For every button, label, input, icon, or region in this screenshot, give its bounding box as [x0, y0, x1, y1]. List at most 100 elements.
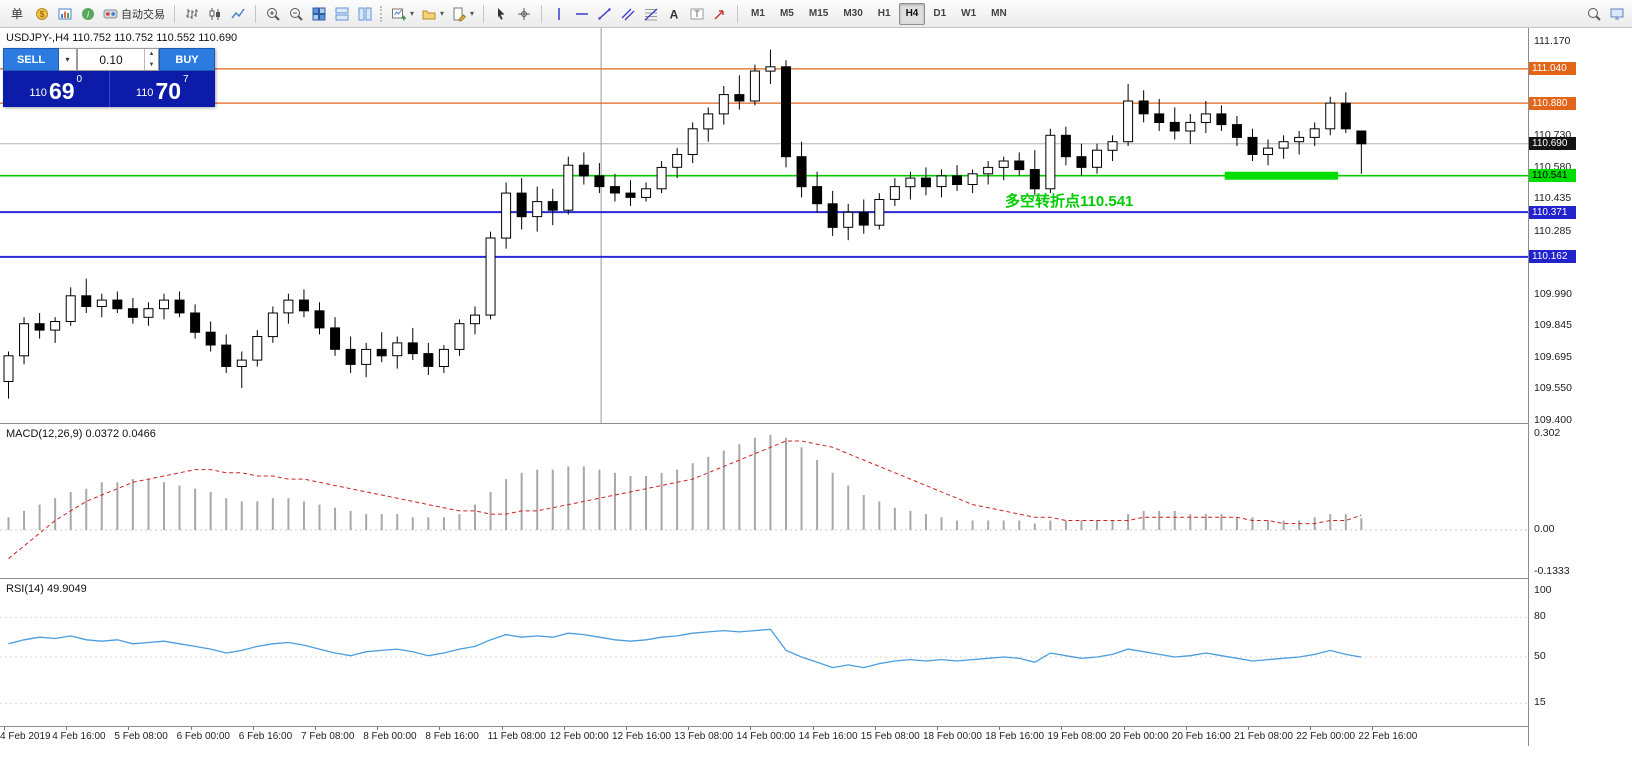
- price-axis-tick: 111.170: [1534, 35, 1571, 48]
- volume-down-icon[interactable]: ▼: [148, 61, 155, 68]
- search-icon: [1586, 6, 1602, 22]
- cursor-icon[interactable]: [490, 3, 512, 25]
- chart-annotation-text[interactable]: 多空转折点110.541: [1005, 193, 1134, 210]
- zoom-in-icon[interactable]: [262, 3, 284, 25]
- macd-chart[interactable]: [0, 424, 1528, 579]
- price-axis-tick: 109.845: [1534, 318, 1572, 331]
- time-axis-tick: [501, 727, 503, 730]
- sell-price-pips: 69: [48, 78, 75, 104]
- price-badge: 110.880: [1529, 96, 1576, 110]
- new-order-icon: $: [34, 6, 50, 22]
- chevron-down-icon: ▾: [470, 9, 475, 18]
- text-label-icon: T: [689, 6, 705, 22]
- timeframe-m5-button[interactable]: M5: [773, 3, 801, 25]
- templates-icon: [451, 6, 467, 22]
- time-axis-tick: [190, 727, 192, 730]
- price-axis-tick: 109.990: [1534, 287, 1572, 300]
- price-axis-tick: 110.285: [1534, 224, 1572, 237]
- time-label: 8 Feb 00:00: [363, 731, 417, 742]
- time-axis-tick: [937, 727, 938, 730]
- text-label-icon[interactable]: T: [686, 3, 708, 25]
- market-watch-icon[interactable]: i: [77, 3, 99, 25]
- time-label: 8 Feb 16:00: [425, 731, 479, 742]
- timeframe-m1-button[interactable]: M1: [744, 3, 772, 25]
- buy-price[interactable]: 110 70 7: [108, 71, 216, 107]
- sell-price[interactable]: 110 69 0: [3, 71, 109, 107]
- rsi-axis-tick: 80: [1534, 610, 1546, 623]
- candlestick-chart-icon[interactable]: [204, 3, 226, 25]
- crosshair-icon[interactable]: [513, 3, 535, 25]
- time-label: 12 Feb 00:00: [549, 731, 609, 742]
- templates-icon[interactable]: ▾: [448, 3, 477, 25]
- timeframe-mn-button[interactable]: MN: [984, 3, 1014, 25]
- price-badge: 110.162: [1529, 250, 1576, 264]
- rsi-pane[interactable]: RSI(14) 49.9049: [0, 578, 1528, 726]
- volume-up-icon[interactable]: ▲: [148, 51, 155, 58]
- time-label: 22 Feb 00:00: [1296, 731, 1356, 742]
- volume-dropdown[interactable]: ▾: [59, 48, 77, 71]
- price-chart-pane[interactable]: USDJPY-,H4 110.752 110.752 110.552 110.6…: [0, 28, 1528, 423]
- price-axis-tick: 109.400: [1534, 414, 1572, 426]
- autotrading-icon: [103, 6, 119, 22]
- trendline-icon[interactable]: [594, 3, 616, 25]
- new-chart-icon[interactable]: ▾: [388, 3, 417, 25]
- time-label: 21 Feb 08:00: [1234, 731, 1293, 742]
- sell-button[interactable]: SELL: [3, 48, 59, 71]
- equidistant-channel-icon[interactable]: [617, 3, 639, 25]
- tile-windows-icon[interactable]: [308, 3, 330, 25]
- rsi-chart[interactable]: [0, 579, 1528, 727]
- arrows-icon[interactable]: [709, 3, 731, 25]
- tile-windows-icon: [311, 6, 327, 22]
- time-axis-tick: [1310, 727, 1312, 730]
- search-icon[interactable]: [1583, 3, 1605, 25]
- time-axis-tick: [999, 727, 1001, 730]
- cursor-icon: [493, 6, 509, 22]
- chart-window-icon[interactable]: [54, 3, 76, 25]
- time-axis-tick: [1061, 727, 1063, 730]
- timeframe-m15-button[interactable]: M15: [802, 3, 835, 25]
- line-chart-icon[interactable]: [227, 3, 249, 25]
- autotrading-button[interactable]: 自动交易: [100, 3, 168, 25]
- vertical-line-icon: [551, 6, 567, 22]
- volume-stepper[interactable]: ▲ ▼: [144, 49, 158, 70]
- fibonacci-icon[interactable]: [640, 3, 662, 25]
- arrange-horizontal-icon[interactable]: [331, 3, 353, 25]
- price-axis-tick: 109.695: [1534, 350, 1572, 363]
- timeframe-m30-button[interactable]: M30: [836, 3, 869, 25]
- timeframe-w1-button[interactable]: W1: [954, 3, 983, 25]
- new-order-icon[interactable]: $: [31, 3, 53, 25]
- arrange-vertical-icon: [357, 6, 373, 22]
- timeframe-h4-button[interactable]: H4: [898, 2, 926, 25]
- volume-input[interactable]: 0.10 ▲ ▼: [77, 48, 159, 71]
- trendline-icon: [597, 6, 613, 22]
- price-badge: 110.371: [1529, 205, 1576, 219]
- text-icon[interactable]: A: [663, 3, 685, 25]
- timeframe-h1-button[interactable]: H1: [871, 3, 898, 25]
- time-label: 19 Feb 08:00: [1047, 731, 1107, 742]
- vertical-line-icon[interactable]: [548, 3, 570, 25]
- time-axis-tick: [1372, 727, 1374, 730]
- toolbar-grip: [380, 5, 384, 22]
- workspace-icon[interactable]: [1606, 3, 1628, 25]
- macd-axis-tick: -0.1333: [1534, 565, 1570, 578]
- time-label: 18 Feb 00:00: [923, 731, 982, 742]
- horizontal-line-icon[interactable]: [571, 3, 593, 25]
- arrange-vertical-icon[interactable]: [354, 3, 376, 25]
- bar-chart-icon[interactable]: [181, 3, 203, 25]
- volume-value[interactable]: 0.10: [99, 52, 123, 67]
- ohlc-label: USDJPY-,H4 110.752 110.752 110.552 110.6…: [6, 32, 238, 44]
- macd-pane[interactable]: MACD(12,26,9) 0.0372 0.0466: [0, 423, 1528, 578]
- zoom-out-icon[interactable]: [285, 3, 307, 25]
- buy-button[interactable]: BUY: [159, 48, 215, 71]
- time-label: 6 Feb 00:00: [176, 731, 230, 742]
- time-axis-tick: [439, 727, 441, 730]
- order-button[interactable]: 单: [4, 3, 30, 25]
- line-chart-icon: [230, 6, 246, 22]
- timeframe-d1-button[interactable]: D1: [926, 3, 953, 25]
- time-label: 4 Feb 2019: [0, 731, 51, 742]
- profiles-icon[interactable]: ▾: [418, 3, 447, 25]
- toolbar-group-right: [1583, 3, 1628, 25]
- price-chart[interactable]: [0, 28, 1528, 423]
